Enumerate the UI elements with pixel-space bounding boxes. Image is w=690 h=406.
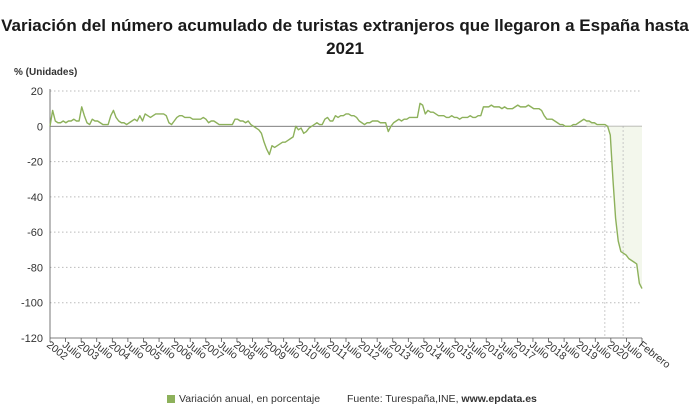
y-tick-label: -120 xyxy=(21,333,43,345)
y-axis-unit-label: % (Unidades) xyxy=(14,67,78,78)
y-tick-label: -20 xyxy=(27,157,43,169)
legend-swatch xyxy=(167,395,175,403)
y-tick-label: -80 xyxy=(27,262,43,274)
legend: Variación anual, en porcentaje xyxy=(167,393,320,405)
y-tick-label: 0 xyxy=(37,121,43,133)
y-tick-label: -60 xyxy=(27,227,43,239)
drop-area xyxy=(586,120,642,289)
source-label: Fuente: Turespaña,INE, xyxy=(347,393,459,405)
chart-title-line1: Variación del número acumulado de turist… xyxy=(1,16,689,35)
source-note: Fuente: Turespaña,INE, www.epdata.es xyxy=(347,393,537,405)
y-tick-label: -100 xyxy=(21,298,43,310)
chart-title: Variación del número acumulado de turist… xyxy=(0,14,690,60)
y-tick-label: 20 xyxy=(31,86,43,98)
legend-label: Variación anual, en porcentaje xyxy=(179,393,321,405)
y-tick-label: -40 xyxy=(27,192,43,204)
source-website: www.epdata.es xyxy=(461,393,537,405)
series-line xyxy=(49,102,643,289)
chart-title-line2: 2021 xyxy=(326,39,364,58)
